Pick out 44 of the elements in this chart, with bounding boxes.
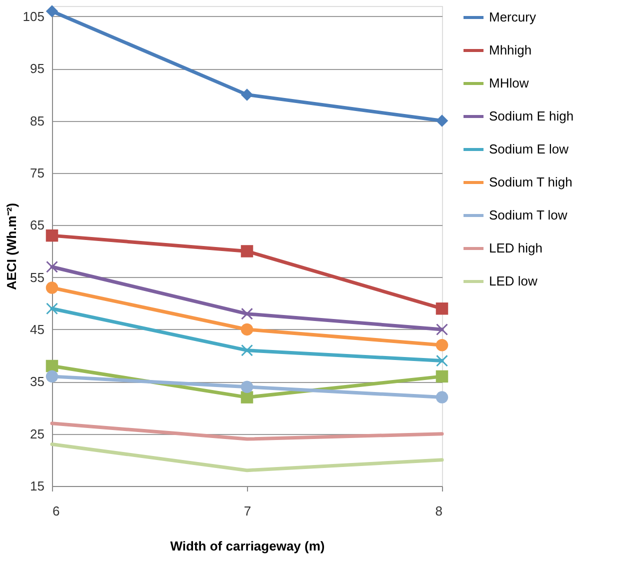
legend-label: MHlow: [489, 76, 530, 90]
point: [240, 88, 254, 101]
point: [436, 323, 448, 336]
y-tick-label: 75: [30, 165, 44, 180]
legend-label: LED high: [489, 240, 542, 256]
point: [46, 5, 58, 18]
legend-label: Sodium E low: [489, 142, 570, 156]
y-tick-label: 105: [22, 8, 44, 24]
point: [436, 114, 448, 127]
point: [46, 302, 58, 315]
point: [240, 391, 254, 404]
legend-label: Mhhigh: [489, 42, 532, 58]
y-tick-label: 35: [30, 374, 44, 390]
x-tick-label: 6: [52, 504, 60, 518]
point: [241, 308, 253, 320]
point: [436, 339, 448, 352]
point: [241, 344, 253, 356]
legend-label: Sodium T low: [489, 208, 568, 222]
y-tick-label: 95: [30, 61, 44, 76]
x-tick-label: 8: [435, 504, 442, 518]
y-tick-label: 65: [30, 218, 44, 233]
y-tick-label: 25: [30, 426, 44, 442]
y-tick-label: 45: [30, 322, 44, 337]
point: [436, 391, 448, 404]
point: [240, 323, 254, 336]
legend-label: Sodium T high: [489, 174, 572, 190]
legend-label: Mercury: [489, 10, 536, 24]
x-axis-title: Width of carriageway (m): [170, 538, 325, 554]
y-tick-label: 15: [30, 478, 44, 494]
legend-label: LED low: [489, 274, 538, 288]
point: [436, 302, 448, 315]
y-axis-title: AECI (Wh.m⁻²): [4, 202, 19, 290]
point: [46, 370, 58, 383]
y-tick-label: 85: [30, 113, 44, 128]
legend-label: Sodium E high: [489, 108, 574, 124]
y-tick-label: 55: [30, 270, 44, 285]
point: [436, 370, 448, 383]
point: [240, 380, 254, 393]
point: [436, 354, 448, 367]
point: [46, 260, 58, 273]
point: [46, 229, 58, 242]
x-tick-label: 7: [244, 504, 252, 518]
point: [240, 245, 254, 258]
point: [46, 282, 58, 294]
